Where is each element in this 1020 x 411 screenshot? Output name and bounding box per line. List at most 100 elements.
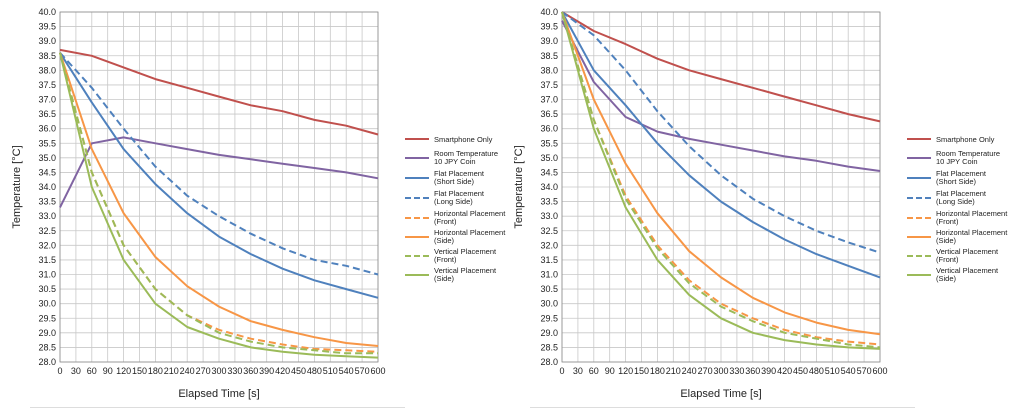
y-tick-label: 35.5 (38, 138, 56, 148)
y-tick-label: 32.0 (38, 240, 56, 250)
series-line (59, 52, 379, 347)
legend-label: (Front) (434, 217, 457, 226)
x-tick-label: 270 (196, 366, 211, 376)
series-line (59, 52, 379, 359)
legend-label: 10 JPY Coin (434, 157, 476, 166)
y-tick-label: 36.5 (38, 109, 56, 119)
y-tick-label: 36.0 (540, 124, 558, 134)
y-tick-label: 31.5 (38, 255, 56, 265)
legend-label: (Short Side) (434, 177, 475, 186)
series-line (561, 11, 881, 349)
x-tick-label: 360 (745, 366, 760, 376)
y-tick-label: 33.0 (38, 211, 56, 221)
legend-label: (Side) (936, 274, 957, 283)
x-tick-label: 510 (825, 366, 840, 376)
series-line (561, 20, 881, 172)
x-tick-label: 210 (164, 366, 179, 376)
y-tick-label: 30.0 (38, 299, 56, 309)
x-tick-label: 300 (713, 366, 728, 376)
series-line (561, 11, 881, 279)
y-tick-label: 38.5 (38, 51, 56, 61)
series-line (561, 11, 881, 254)
chart-left: 40.0 39.5 39.0 38.5 38.0 37.5 37.0 36.5 36.0 35.5… (11, 7, 506, 408)
x-tick-label: 540 (339, 366, 354, 376)
legend-label: Flat Placement (936, 169, 987, 178)
series-line (59, 52, 379, 276)
legend-label: Vertical Placement (936, 266, 999, 275)
y-tick-label: 28.5 (38, 342, 56, 352)
grid (561, 11, 881, 363)
x-tick-label: 150 (634, 366, 649, 376)
x-tick-label: 30 (573, 366, 583, 376)
y-tick-label: 29.5 (38, 313, 56, 323)
legend-label: Flat Placement (936, 189, 987, 198)
legend-label: Vertical Placement (434, 247, 497, 256)
x-tick-label: 480 (809, 366, 824, 376)
x-tick-label: 180 (148, 366, 163, 376)
legend-label: (Long Side) (434, 197, 473, 206)
y-tick-label: 37.5 (540, 80, 558, 90)
x-tick-label: 30 (71, 366, 81, 376)
legend-label: (Short Side) (936, 177, 977, 186)
x-tick-label: 150 (132, 366, 147, 376)
series-line (59, 52, 379, 299)
y-tick-label: 35.0 (38, 153, 56, 163)
y-tick-label: 33.5 (38, 197, 56, 207)
legend-label: (Long Side) (936, 197, 975, 206)
legend-label: Vertical Placement (434, 266, 497, 275)
y-tick-label: 39.5 (540, 22, 558, 32)
x-tick-label: 390 (259, 366, 274, 376)
x-tick-label: 60 (87, 366, 97, 376)
chart-right: 40.0 39.5 39.0 38.5 38.0 37.5 37.0 36.5 36.0 35.5… (510, 0, 1020, 411)
y-tick-label: 39.5 (38, 22, 56, 32)
y-tick-label: 30.5 (38, 284, 56, 294)
series-line (59, 52, 378, 355)
y-tick-label: 36.0 (38, 124, 56, 134)
y-tick-label: 34.0 (540, 182, 558, 192)
chart-left-svg: 40.0 39.5 39.0 38.5 38.0 37.5 37.0 36.5 36.0 35.5… (11, 7, 506, 400)
x-tick-label: 540 (841, 366, 856, 376)
y-tick-label: 28.0 (540, 357, 558, 367)
x-tick-label: 120 (618, 366, 633, 376)
x-tick-label: 600 (370, 366, 385, 376)
y-tick-label: 31.5 (540, 255, 558, 265)
x-tick-label: 0 (559, 366, 564, 376)
x-tick-label: 330 (729, 366, 744, 376)
x-tick-label: 510 (323, 366, 338, 376)
x-tick-label: 570 (355, 366, 370, 376)
bottom-rule-right (530, 407, 915, 408)
legend-label: Horizontal Placement (434, 209, 506, 218)
y-tick-label: 32.0 (540, 240, 558, 250)
x-tick-label: 480 (307, 366, 322, 376)
x-tick-label: 450 (793, 366, 808, 376)
y-tick-label: 38.0 (38, 65, 56, 75)
y-tick-label: 40.0 (38, 7, 56, 17)
x-tick-label: 600 (872, 366, 887, 376)
y-tick-label: 37.0 (540, 95, 558, 105)
y-tick-label: 29.0 (38, 328, 56, 338)
x-tick-label: 90 (605, 366, 615, 376)
legend-label: (Front) (434, 255, 457, 264)
y-tick-label: 28.5 (540, 342, 558, 352)
chart-right-svg: 40.0 39.5 39.0 38.5 38.0 37.5 37.0 36.5 36.0 35.5… (513, 7, 1008, 400)
y-tick-label: 29.5 (540, 313, 558, 323)
x-tick-label: 120 (116, 366, 131, 376)
legend-label: (Side) (936, 236, 957, 245)
bottom-rule-left (30, 407, 405, 408)
x-tick-label: 0 (57, 366, 62, 376)
x-tick-label: 420 (275, 366, 290, 376)
series-line (561, 11, 881, 336)
legend-label: Smartphone Only (434, 135, 493, 144)
x-tick-label: 240 (682, 366, 697, 376)
plot-frame (59, 11, 379, 363)
x-tick-label: 300 (211, 366, 226, 376)
legend-label: Smartphone Only (936, 135, 995, 144)
x-tick-label: 450 (291, 366, 306, 376)
y-tick-label: 39.0 (540, 36, 558, 46)
grid (59, 11, 379, 363)
y-tick-label: 36.5 (540, 109, 558, 119)
x-tick-label: 420 (777, 366, 792, 376)
y-tick-label: 40.0 (540, 7, 558, 17)
x-tick-label: 390 (761, 366, 776, 376)
